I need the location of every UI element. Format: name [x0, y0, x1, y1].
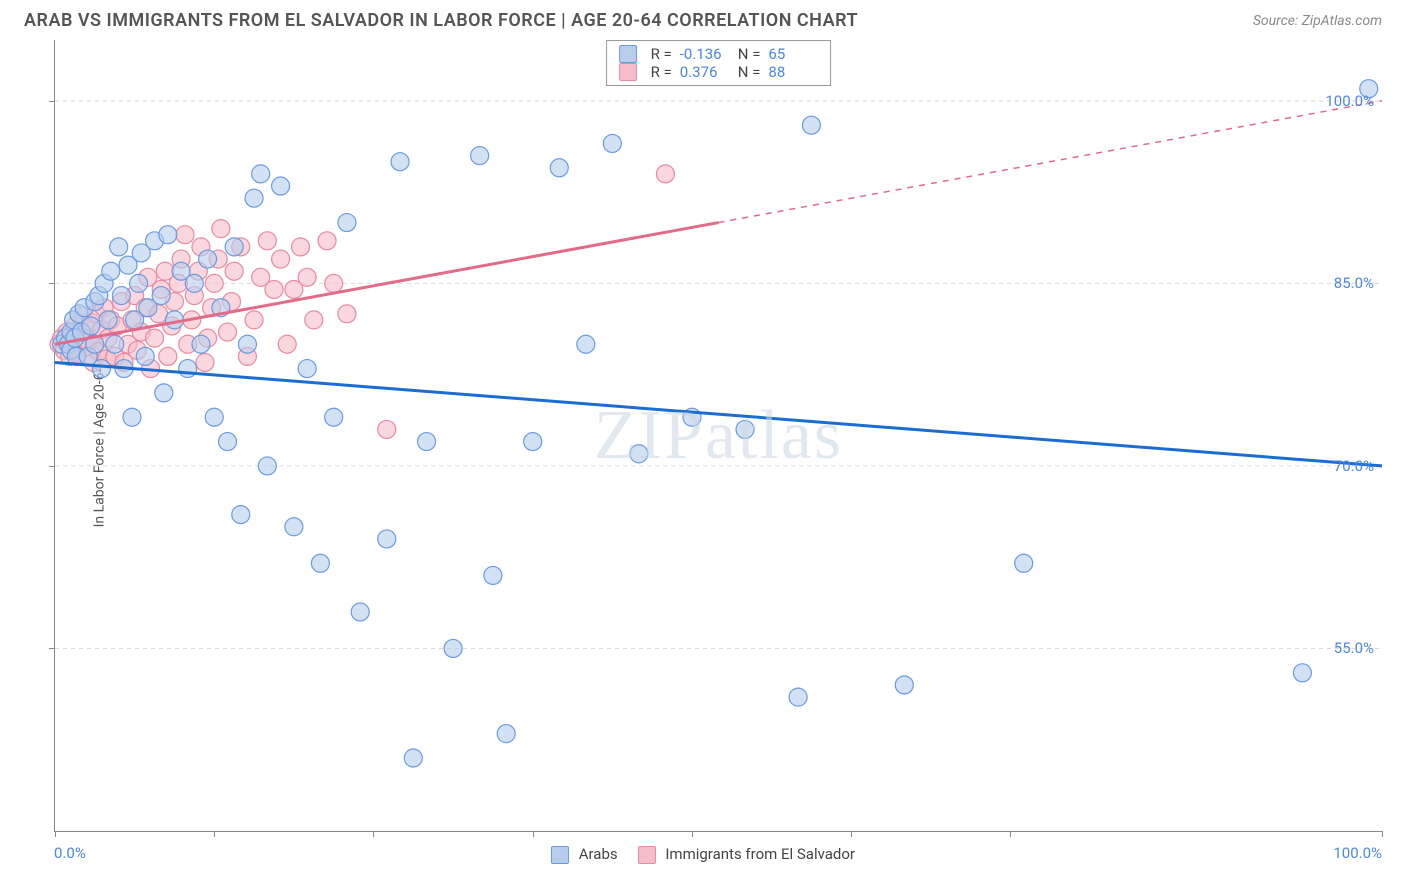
y-tick-label: 55.0%: [1334, 639, 1374, 657]
legend-swatch-series1: [551, 846, 569, 864]
legend-item-series1: Arabs: [551, 845, 618, 864]
y-tick-label: 70.0%: [1334, 457, 1374, 475]
source-text: Source: ZipAtlas.com: [1253, 13, 1382, 29]
r-label: R =: [651, 63, 672, 81]
r-value-series1: -0.136: [680, 45, 730, 63]
legend-label-series2: Immigrants from El Salvador: [665, 845, 855, 863]
chart-area: ZIPatlas R = -0.136 N = 65 R = 0.376 N =…: [54, 40, 1382, 832]
x-axis-min-label: 0.0%: [54, 844, 86, 862]
r-label: R =: [651, 45, 672, 63]
stats-row-series1: R = -0.136 N = 65: [619, 45, 819, 63]
legend-item-series2: Immigrants from El Salvador: [638, 845, 855, 864]
y-tick-label: 85.0%: [1334, 274, 1374, 292]
scatter-plot-svg: [55, 40, 1382, 831]
bottom-legend: Arabs Immigrants from El Salvador: [551, 845, 855, 864]
stats-row-series2: R = 0.376 N = 88: [619, 63, 819, 81]
legend-swatch-series2: [638, 846, 656, 864]
r-value-series2: 0.376: [680, 63, 730, 81]
n-label: N =: [738, 45, 761, 63]
stats-swatch-series2: [619, 63, 637, 81]
legend-label-series1: Arabs: [579, 845, 618, 863]
n-label: N =: [738, 63, 761, 81]
chart-title: ARAB VS IMMIGRANTS FROM EL SALVADOR IN L…: [24, 10, 858, 31]
n-value-series1: 65: [768, 45, 818, 63]
correlation-stats-box: R = -0.136 N = 65 R = 0.376 N = 88: [606, 40, 832, 86]
stats-swatch-series1: [619, 45, 637, 63]
y-tick-label: 100.0%: [1325, 92, 1374, 110]
x-axis-max-label: 100.0%: [1333, 844, 1382, 862]
n-value-series2: 88: [768, 63, 818, 81]
